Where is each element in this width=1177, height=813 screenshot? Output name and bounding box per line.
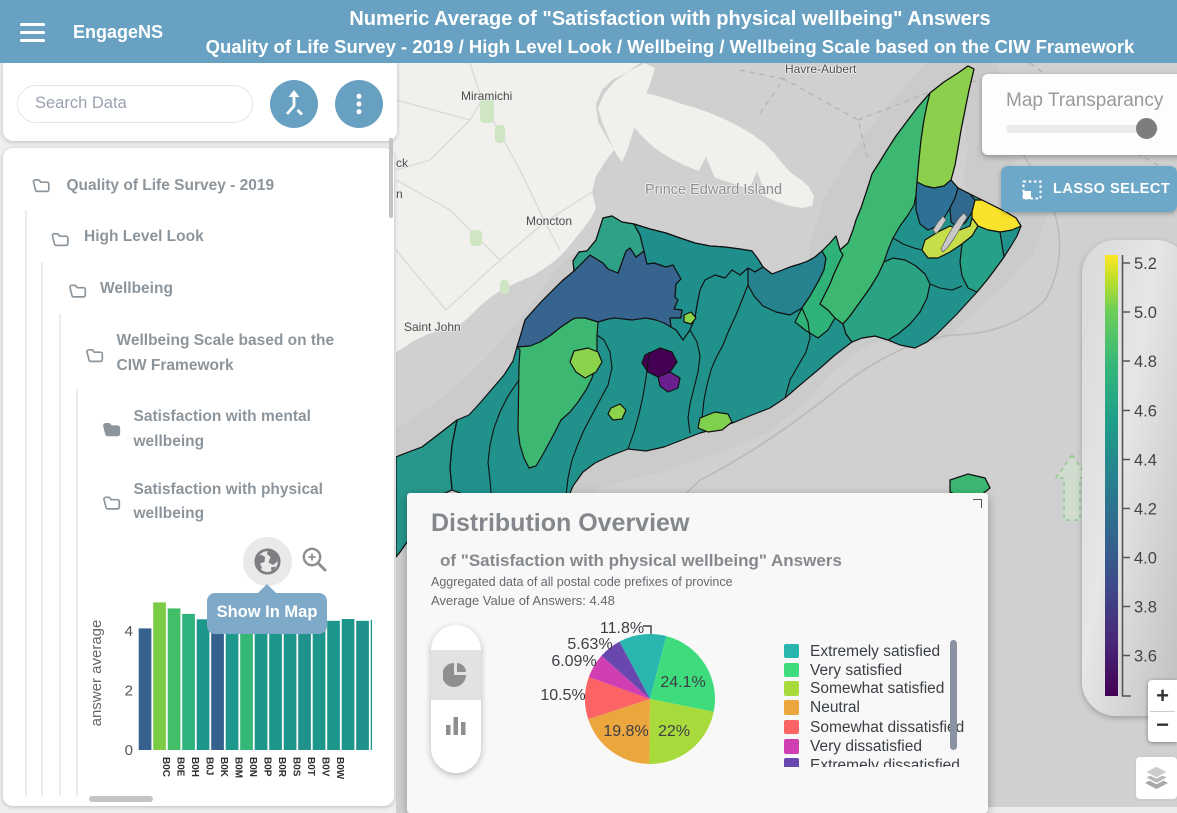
svg-text:22%: 22% — [658, 723, 690, 740]
svg-text:B0N: B0N — [247, 757, 258, 777]
svg-text:11.8%: 11.8% — [600, 620, 644, 637]
svg-text:4.8: 4.8 — [1134, 353, 1157, 371]
svg-text:answer average: answer average — [88, 620, 105, 727]
svg-text:B0V: B0V — [320, 757, 331, 777]
svg-text:B0R: B0R — [276, 757, 287, 778]
svg-text:B0E: B0E — [175, 757, 186, 777]
svg-text:4.6: 4.6 — [1134, 403, 1157, 421]
svg-text:4: 4 — [125, 623, 133, 640]
svg-text:4.0: 4.0 — [1134, 550, 1157, 568]
svg-text:5.0: 5.0 — [1134, 304, 1157, 322]
svg-text:24.1%: 24.1% — [660, 674, 705, 691]
svg-text:B0M: B0M — [233, 757, 244, 778]
svg-text:B0W: B0W — [334, 757, 345, 780]
svg-text:5.63%: 5.63% — [567, 636, 612, 653]
svg-text:10.5%: 10.5% — [540, 687, 585, 704]
svg-text:19.8%: 19.8% — [603, 723, 648, 740]
svg-text:5.2: 5.2 — [1134, 255, 1157, 273]
svg-text:4.4: 4.4 — [1134, 452, 1157, 470]
svg-text:B0S: B0S — [291, 757, 302, 777]
svg-text:0: 0 — [125, 742, 133, 759]
svg-text:6.09%: 6.09% — [551, 653, 596, 670]
svg-text:B0J: B0J — [204, 757, 215, 775]
svg-text:3.6: 3.6 — [1134, 648, 1157, 666]
svg-text:B0T: B0T — [305, 757, 316, 776]
svg-text:B0C: B0C — [160, 757, 171, 777]
svg-text:B0K: B0K — [218, 757, 229, 778]
svg-text:B0P: B0P — [262, 757, 273, 777]
svg-text:3.8: 3.8 — [1134, 599, 1157, 617]
svg-text:2: 2 — [125, 683, 133, 700]
svg-text:B0H: B0H — [189, 757, 200, 777]
svg-text:4.2: 4.2 — [1134, 501, 1157, 519]
